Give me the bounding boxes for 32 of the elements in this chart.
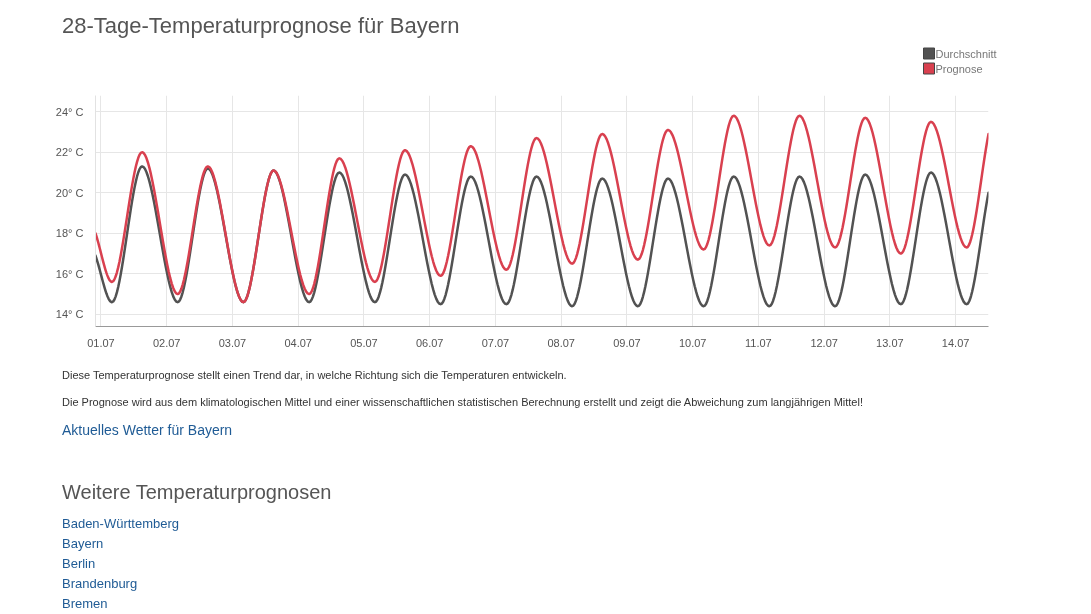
- y-tick-label: 16° C: [55, 267, 84, 280]
- x-tick-label: 01.07: [87, 336, 115, 349]
- y-tick-label: 20° C: [55, 186, 84, 199]
- text: Brandenburg: [62, 575, 138, 593]
- x-tick-label: 09.07: [613, 336, 641, 349]
- chart-title: 28-Tage-Temperaturprognose für Bayern: [62, 12, 460, 40]
- legend-label: Prognose: [935, 62, 983, 75]
- x-tick-label: 02.07: [152, 336, 181, 349]
- text: Bremen: [62, 595, 108, 613]
- x-tick-label: 04.07: [284, 336, 312, 349]
- x-tick-label: 03.07: [218, 336, 247, 349]
- legend-label: Durchschnitt: [935, 47, 997, 60]
- text: Berlin: [62, 555, 96, 573]
- text: Die Prognose wird aus dem klimatologischen Mittel und einer wissenschaftlichen statistischen Berechnung erstellt und zeigt die Abweichung zum langjährigen Mittel!: [62, 395, 863, 409]
- text: Weitere Temperaturprognosen: [62, 480, 332, 504]
- y-tick-label: 24° C: [55, 105, 84, 118]
- x-tick-label: 08.07: [547, 336, 575, 349]
- x-tick-label: 05.07: [350, 336, 378, 349]
- y-tick-label: 14° C: [55, 308, 84, 321]
- y-tick-label: 18° C: [55, 227, 84, 240]
- text: Aktuelles Wetter für Bayern: [62, 421, 233, 439]
- text: Bayern: [62, 535, 104, 553]
- x-tick-label: 10.07: [678, 336, 707, 349]
- x-tick-label: 06.07: [415, 336, 444, 349]
- text: Baden-Württemberg: [62, 515, 180, 533]
- x-tick-label: 07.07: [481, 336, 510, 349]
- x-tick-label: 11.07: [745, 336, 772, 349]
- x-tick-label: 13.07: [876, 336, 904, 349]
- y-tick-label: 22° C: [55, 146, 84, 159]
- x-tick-label: 14.07: [941, 336, 970, 349]
- x-tick-label: 12.07: [810, 336, 838, 349]
- text: Diese Temperaturprognose stellt einen Trend dar, in welche Richtung sich die Temperaturen entwickeln.: [62, 368, 567, 382]
